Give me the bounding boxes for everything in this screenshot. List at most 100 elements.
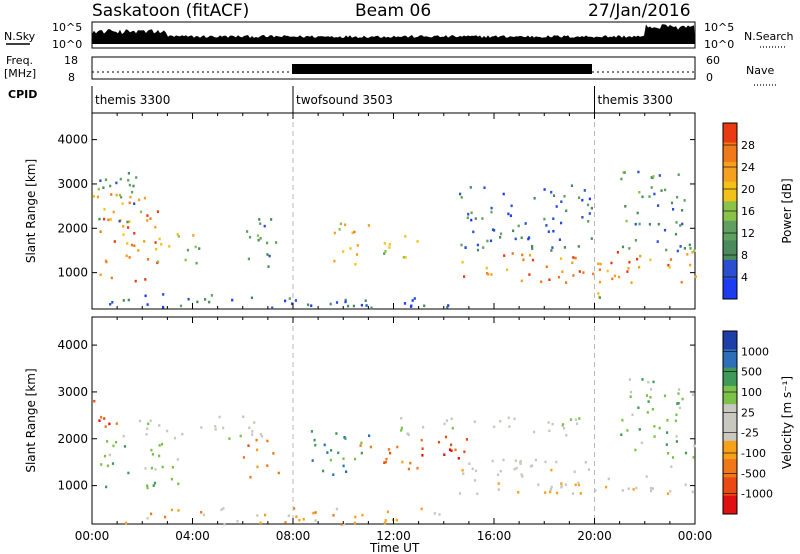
- scatter-cell: [613, 274, 616, 278]
- scatter-cell: [259, 237, 262, 240]
- scatter-cell: [387, 448, 391, 451]
- power-colorbar: 28 24 20 16 12 8 4 Power [dB]: [722, 122, 794, 300]
- nave-tick-high: 60: [706, 54, 720, 67]
- scatter-cell: [422, 425, 425, 429]
- scatter-cell: [558, 238, 561, 241]
- scatter-cell: [636, 257, 639, 261]
- scatter-cell: [625, 219, 628, 223]
- scatter-cell: [448, 448, 452, 451]
- y-tick-label: 3000: [57, 177, 88, 191]
- x-axis-label: Time UT: [369, 541, 420, 554]
- scatter-cell: [266, 241, 269, 245]
- scatter-cell: [170, 477, 173, 481]
- scatter-cell: [503, 254, 506, 257]
- x-tick-label: 08:00: [276, 529, 311, 543]
- scatter-cell: [681, 209, 684, 212]
- scatter-cell: [107, 218, 110, 222]
- scatter-cell: [184, 258, 187, 262]
- scatter-cell: [409, 461, 412, 465]
- scatter-cell: [650, 388, 653, 391]
- scatter-cell: [529, 464, 533, 468]
- scatter-cell: [171, 466, 174, 469]
- scatter-cell: [359, 444, 362, 447]
- scatter-cell: [407, 467, 410, 471]
- scatter-cell: [561, 423, 565, 426]
- scatter-cell: [574, 256, 577, 260]
- scatter-cell: [679, 224, 682, 227]
- scatter-cell: [157, 260, 160, 264]
- scatter-cell: [581, 198, 584, 202]
- scatter-cell: [474, 469, 478, 473]
- scatter-cell: [636, 211, 639, 215]
- scatter-cell: [370, 306, 373, 310]
- scatter-cell: [330, 449, 333, 452]
- scatter-cell: [192, 234, 195, 237]
- scatter-cell: [231, 298, 234, 302]
- scatter-cell: [620, 433, 623, 436]
- scatter-cell: [385, 457, 388, 461]
- scatter-cell: [565, 209, 568, 213]
- scatter-cell: [693, 444, 696, 448]
- scatter-cell: [354, 515, 357, 519]
- colorbar-tick-label: 100: [741, 386, 762, 399]
- scatter-cell: [635, 486, 638, 490]
- scatter-cell: [520, 473, 523, 476]
- colorbar-swatch: [723, 181, 737, 202]
- scatter-cell: [103, 217, 106, 221]
- scatter-cell: [668, 266, 671, 269]
- cpid-segment-label: twofsound 3503: [296, 93, 393, 107]
- y-tick-label: 4000: [57, 338, 88, 352]
- scatter-cell: [683, 199, 686, 202]
- freq-unit-label: [MHz]: [4, 67, 36, 80]
- scatter-cell: [400, 429, 403, 432]
- cpid-segment-label: themis 3300: [95, 93, 170, 107]
- scatter-cell: [332, 473, 335, 476]
- scatter-cell: [194, 245, 197, 249]
- scatter-cell: [111, 301, 114, 304]
- scatter-cell: [277, 471, 280, 475]
- scatter-cell: [626, 429, 629, 432]
- nsearch-tick-low: 10^0: [704, 38, 734, 51]
- scatter-cell: [108, 453, 111, 457]
- scatter-cell: [222, 507, 225, 510]
- colorbar-tick-label: 28: [741, 139, 755, 152]
- scatter-cell: [255, 438, 258, 442]
- colorbar-tick-label: 1000: [741, 345, 769, 358]
- scatter-cell: [491, 459, 494, 463]
- scatter-cell: [563, 195, 566, 198]
- scatter-cell: [663, 228, 667, 232]
- colorbar-swatch: [723, 477, 737, 497]
- scatter-cell: [106, 440, 109, 443]
- scatter-cell: [351, 231, 354, 235]
- scatter-cell: [686, 253, 689, 256]
- scatter-cell: [548, 278, 551, 281]
- scatter-cell: [406, 432, 409, 435]
- scatter-cell: [127, 226, 130, 229]
- station-title: Saskatoon (fitACF): [92, 1, 249, 21]
- scatter-cell: [275, 241, 278, 244]
- scatter-cell: [383, 242, 386, 245]
- scatter-cell: [310, 430, 313, 433]
- scatter-cell: [125, 254, 128, 258]
- scatter-cell: [649, 486, 653, 490]
- scatter-cell: [99, 273, 102, 277]
- colorbar-swatch: [723, 259, 737, 280]
- scatter-cell: [413, 297, 416, 300]
- scatter-cell: [533, 197, 536, 200]
- scatter-cell: [365, 304, 368, 307]
- scatter-cell: [459, 192, 462, 196]
- scatter-cells: [93, 378, 696, 526]
- scatter-cell: [670, 201, 674, 205]
- scatter-cell: [103, 208, 106, 211]
- scatter-cell: [631, 413, 634, 417]
- scatter-cell: [110, 193, 113, 196]
- scatter-cell: [573, 470, 576, 474]
- scatter-cell: [356, 244, 359, 247]
- scatter-cell: [125, 521, 128, 525]
- scatter-cell: [98, 217, 101, 221]
- scatter-cell: [587, 220, 590, 223]
- scatter-cell: [502, 458, 505, 462]
- scatter-cell: [127, 471, 130, 475]
- colorbar-tick-label: 4: [741, 271, 748, 284]
- scatter-cell: [158, 424, 161, 427]
